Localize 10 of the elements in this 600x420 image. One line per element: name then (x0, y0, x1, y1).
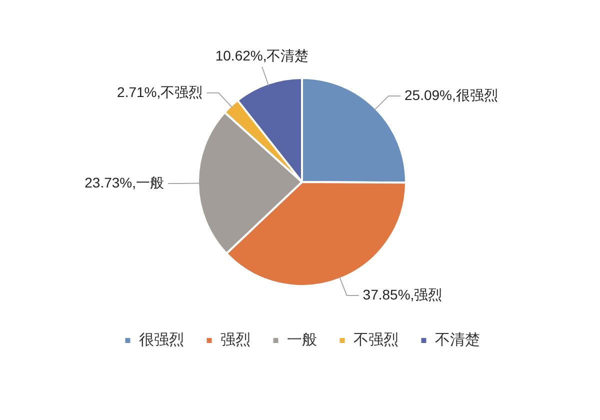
legend-label: 不清楚 (434, 332, 480, 349)
data-label: 23.73%,一般 (84, 174, 164, 190)
data-label: 37.85%,强烈 (362, 286, 442, 302)
legend-label: 一般 (286, 332, 317, 349)
data-label: 10.62%,不清楚 (215, 48, 309, 64)
data-label: 25.09%,很强烈 (404, 86, 498, 103)
legend-label: 很强烈 (138, 332, 184, 349)
legend-label: 不强烈 (353, 332, 398, 349)
legend-label: 强烈 (220, 332, 250, 349)
data-label: 2.71%,不强烈 (117, 84, 203, 100)
